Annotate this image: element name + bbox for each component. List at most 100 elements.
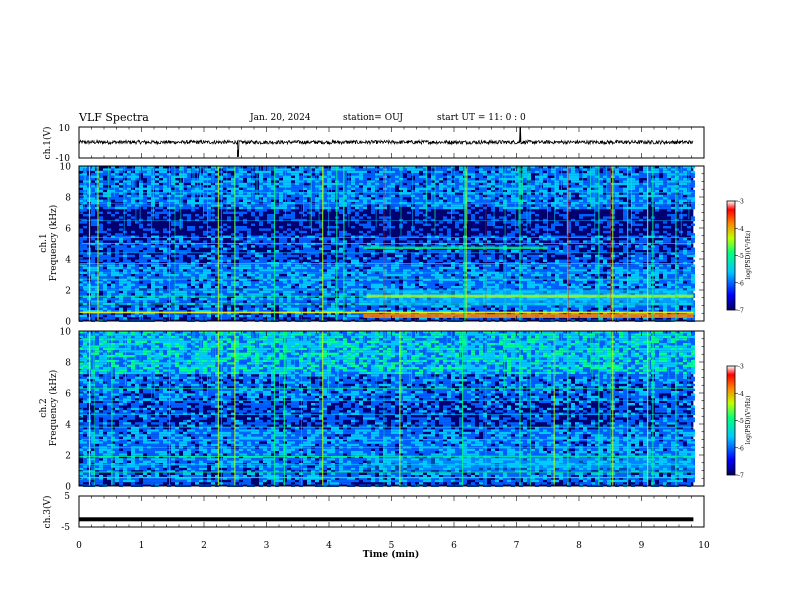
spectrogram-cell <box>147 278 151 282</box>
spectrogram-cell <box>579 245 583 248</box>
spectrogram-cell <box>547 228 551 231</box>
spectrogram-cell <box>391 197 395 200</box>
spectrogram-cell <box>303 209 307 212</box>
spectrogram-cell <box>267 170 271 174</box>
spectrogram-cell <box>363 226 367 229</box>
spectrogram-cell <box>119 254 123 258</box>
spectrogram-cell <box>175 170 179 174</box>
spectrogram-cell <box>271 175 275 178</box>
spectrogram-cell <box>135 250 139 253</box>
spectrogram-cell <box>103 274 107 277</box>
spectrogram-cell <box>119 216 123 219</box>
spectrogram-cell <box>235 170 239 174</box>
spectrogram-cell <box>267 199 271 202</box>
spectrogram-cell <box>315 199 319 202</box>
spectrogram-cell <box>675 235 679 238</box>
spectrogram-cell <box>599 197 603 200</box>
spectrogram-cell <box>555 247 559 250</box>
spectrogram-cell <box>343 182 347 186</box>
spectrogram-cell <box>663 175 667 178</box>
spectrogram-cell <box>419 274 423 277</box>
spectrogram-cell <box>423 214 427 217</box>
spectrogram-cell <box>155 238 159 241</box>
spectrogram-cell <box>171 166 175 169</box>
spectrogram-cell <box>655 192 659 195</box>
spectrogram-cell <box>83 278 87 282</box>
spectrogram-cell <box>371 278 375 282</box>
spectrogram-cell <box>79 173 83 176</box>
spectrogram-cell <box>515 168 519 171</box>
spectrogram-cell <box>507 182 511 186</box>
spectrogram-cell <box>523 168 527 171</box>
spectrogram-cell <box>391 175 395 178</box>
spectrogram-cell <box>191 257 195 260</box>
spectrogram-cell <box>627 235 631 238</box>
spectrogram-cell <box>267 180 271 183</box>
spectrogram-cell <box>171 274 175 277</box>
spectrogram-cell <box>595 238 599 241</box>
spectrogram-cell <box>199 185 203 188</box>
spectrogram-cell <box>295 262 299 265</box>
spectrogram-cell <box>123 173 127 176</box>
spectrogram-cell <box>523 269 527 272</box>
spectrogram-cell <box>583 269 587 272</box>
spectrogram-cell <box>199 180 203 183</box>
spectrogram-cell <box>191 259 195 262</box>
spectrogram-cell <box>239 233 243 236</box>
spectrogram-cell <box>495 259 499 262</box>
spectrogram-cell <box>227 276 231 279</box>
spectrogram-cell <box>535 204 539 207</box>
spectrogram-cell <box>111 245 115 248</box>
spectrogram-cell <box>495 226 499 229</box>
spectrogram-cell <box>419 175 423 178</box>
spectrogram-cell <box>519 178 523 181</box>
spectrogram-cell <box>83 194 87 198</box>
spectrogram-cell <box>499 274 503 277</box>
spectrogram-cell <box>347 254 351 258</box>
spectrogram-cell <box>199 257 203 260</box>
spectrogram-cell <box>507 206 511 210</box>
spectrogram-cell <box>411 264 415 267</box>
spectrogram-cell <box>163 230 167 234</box>
spectrogram-cell <box>491 266 495 270</box>
spectrogram-cell <box>359 262 363 265</box>
spectrogram-cell <box>499 209 503 212</box>
spectrogram-cell <box>207 190 211 193</box>
spectrogram-cell <box>471 264 475 267</box>
spectrogram-cell <box>239 192 243 195</box>
spectrogram-cell <box>371 228 375 231</box>
spectrogram-cell <box>475 197 479 200</box>
spectrogram-cell <box>307 257 311 260</box>
spectrogram-cell <box>183 264 187 267</box>
spectrogram-cell <box>655 276 659 279</box>
spectrogram-cell <box>427 278 431 282</box>
spectrogram-cell <box>543 206 547 210</box>
spectrogram-cell <box>547 266 551 270</box>
spectrogram-cell <box>311 170 315 174</box>
spectrogram-cell <box>355 166 359 169</box>
spectrogram-cell <box>351 242 355 246</box>
spectrogram-cell <box>83 252 87 255</box>
spectrogram-cell <box>523 180 527 183</box>
spectrogram-cell <box>471 178 475 181</box>
spectrogram-cell <box>91 257 95 260</box>
spectrogram-cell <box>211 264 215 267</box>
spectrogram-cell <box>459 274 463 277</box>
spectrogram-cell <box>251 245 255 248</box>
spectrogram-cell <box>123 274 127 277</box>
spectrogram-cell <box>619 276 623 279</box>
spectrogram-cell <box>419 180 423 183</box>
spectrogram-cell <box>275 175 279 178</box>
spectrogram-cell <box>663 254 667 258</box>
spectrogram-cell <box>379 223 383 226</box>
spectrogram-cell <box>455 223 459 226</box>
spectrogram-cell <box>211 247 215 250</box>
spectrogram-cell <box>99 266 103 270</box>
spectrogram-cell <box>307 254 311 258</box>
spectrogram-cell <box>583 190 587 193</box>
spectrogram-cell <box>615 173 619 176</box>
spectrogram-cell <box>323 173 327 176</box>
spectrogram-cell <box>391 187 395 190</box>
spectrogram-cell <box>583 185 587 188</box>
spectrogram-cell <box>539 173 543 176</box>
